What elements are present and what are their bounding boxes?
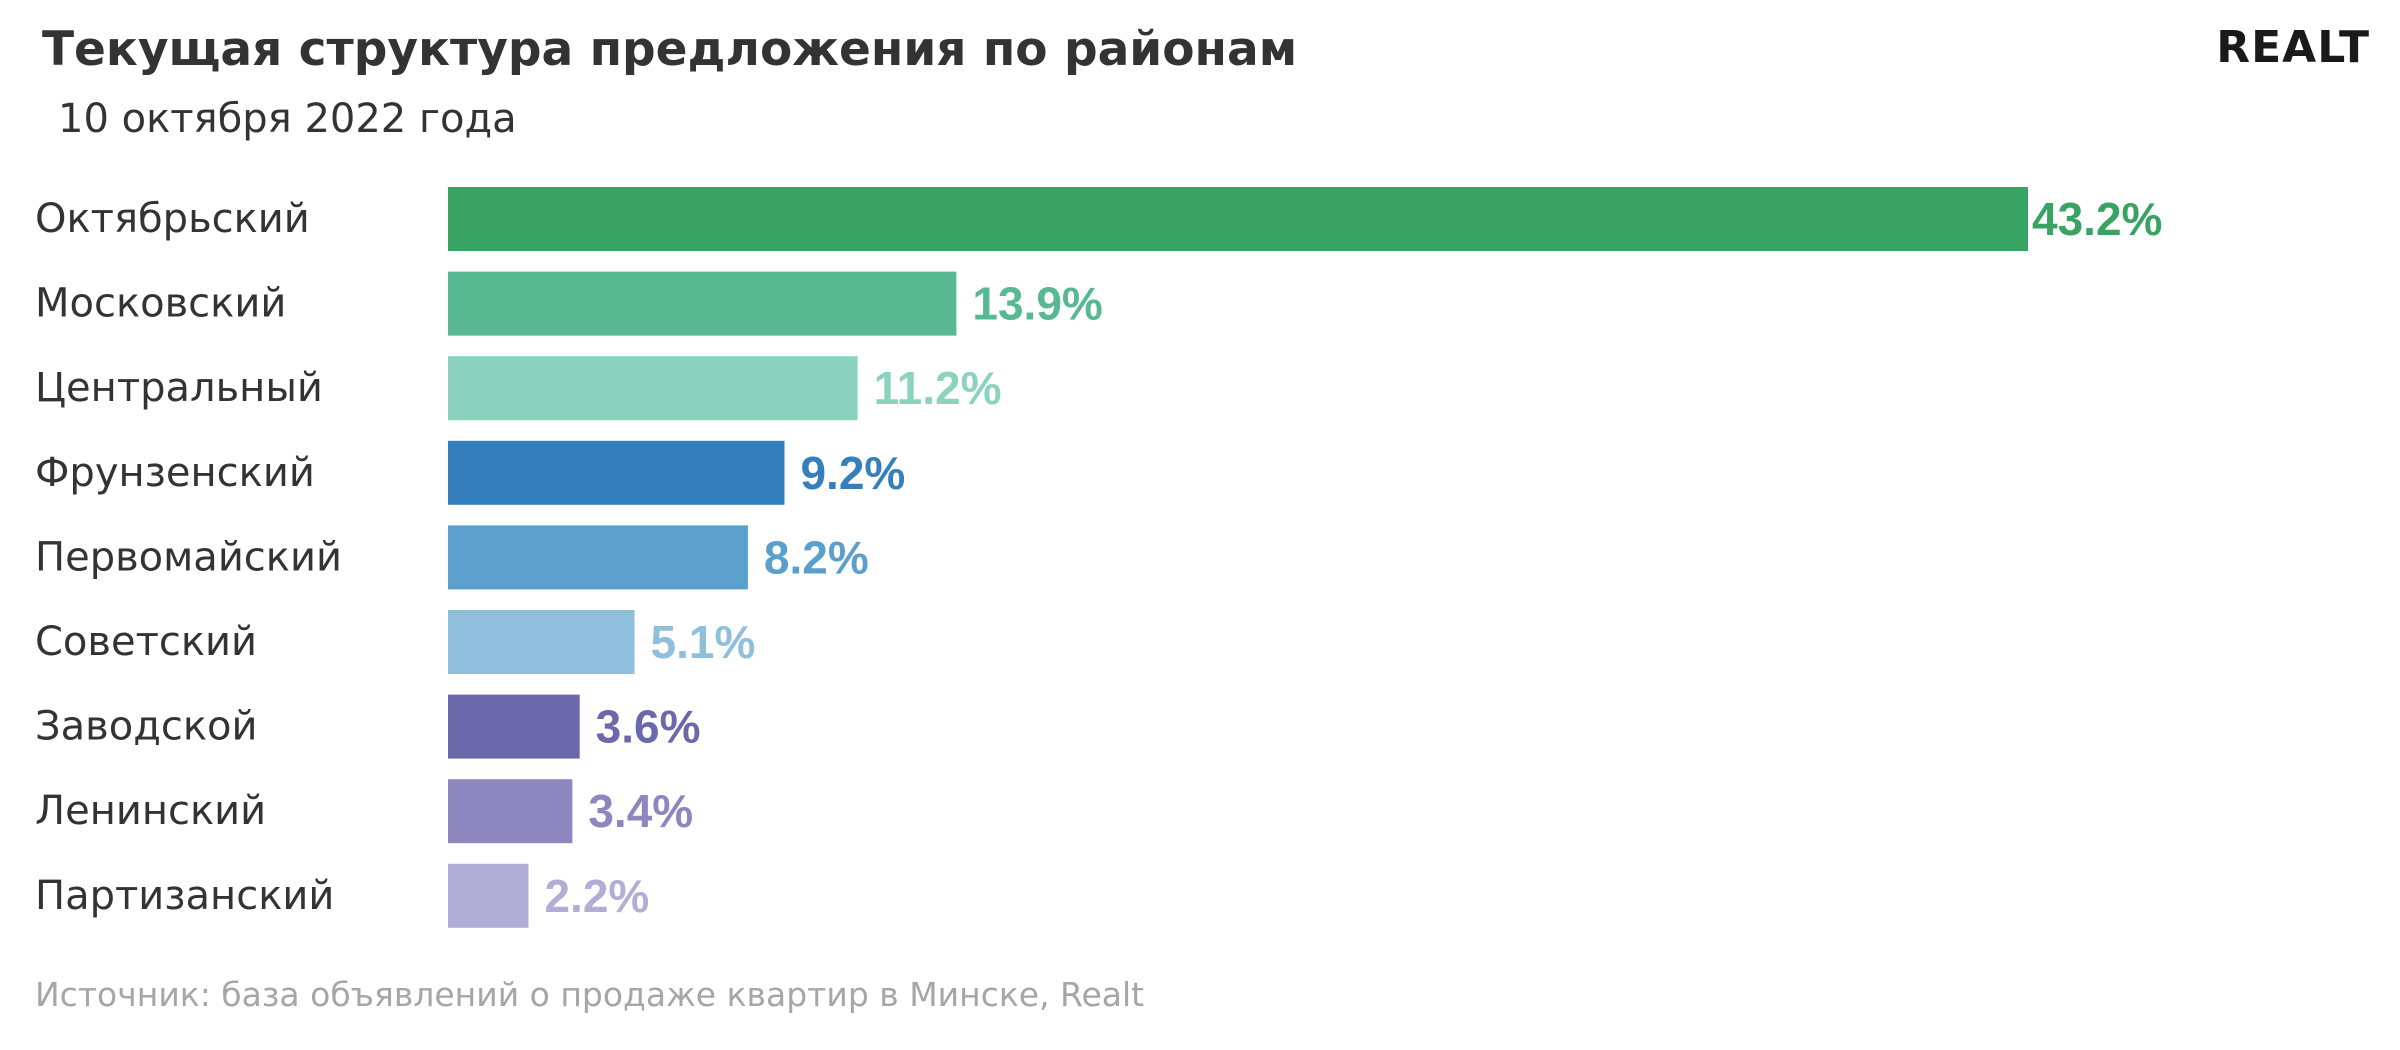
chart-title: Текущая структура предложения по районам [42,22,1298,77]
source-note: Источник: база объявлений о продаже квар… [35,975,1145,1014]
bar [448,694,580,759]
category-label: Партизанский [35,873,334,919]
bar [448,525,748,590]
value-label: 5.1% [651,616,756,668]
category-label: Октябрьский [35,196,310,242]
bar [448,440,785,505]
category-label: Заводской [35,704,257,750]
category-label: Московский [35,281,286,327]
value-label: 2.2% [544,870,649,922]
value-label: 3.6% [596,701,701,753]
category-label: Ленинский [35,788,266,834]
value-label: 43.2% [2032,193,2162,245]
bar [448,271,957,336]
chart-subtitle: 10 октября 2022 года [58,96,517,142]
value-label: 8.2% [764,531,869,583]
bar [448,779,573,844]
realt-logo: REALT [2216,22,2370,73]
bar [448,187,2028,251]
value-label: 9.2% [800,447,905,499]
category-label: Первомайский [35,534,342,580]
category-label: Фрунзенский [35,450,315,496]
bar [448,356,858,421]
category-label: Советский [35,619,257,665]
value-label: 3.4% [588,785,693,837]
bar [448,610,635,674]
value-label: 11.2% [874,362,1002,414]
category-label: Центральный [35,365,323,411]
value-label: 13.9% [972,278,1102,330]
bar [448,863,529,928]
